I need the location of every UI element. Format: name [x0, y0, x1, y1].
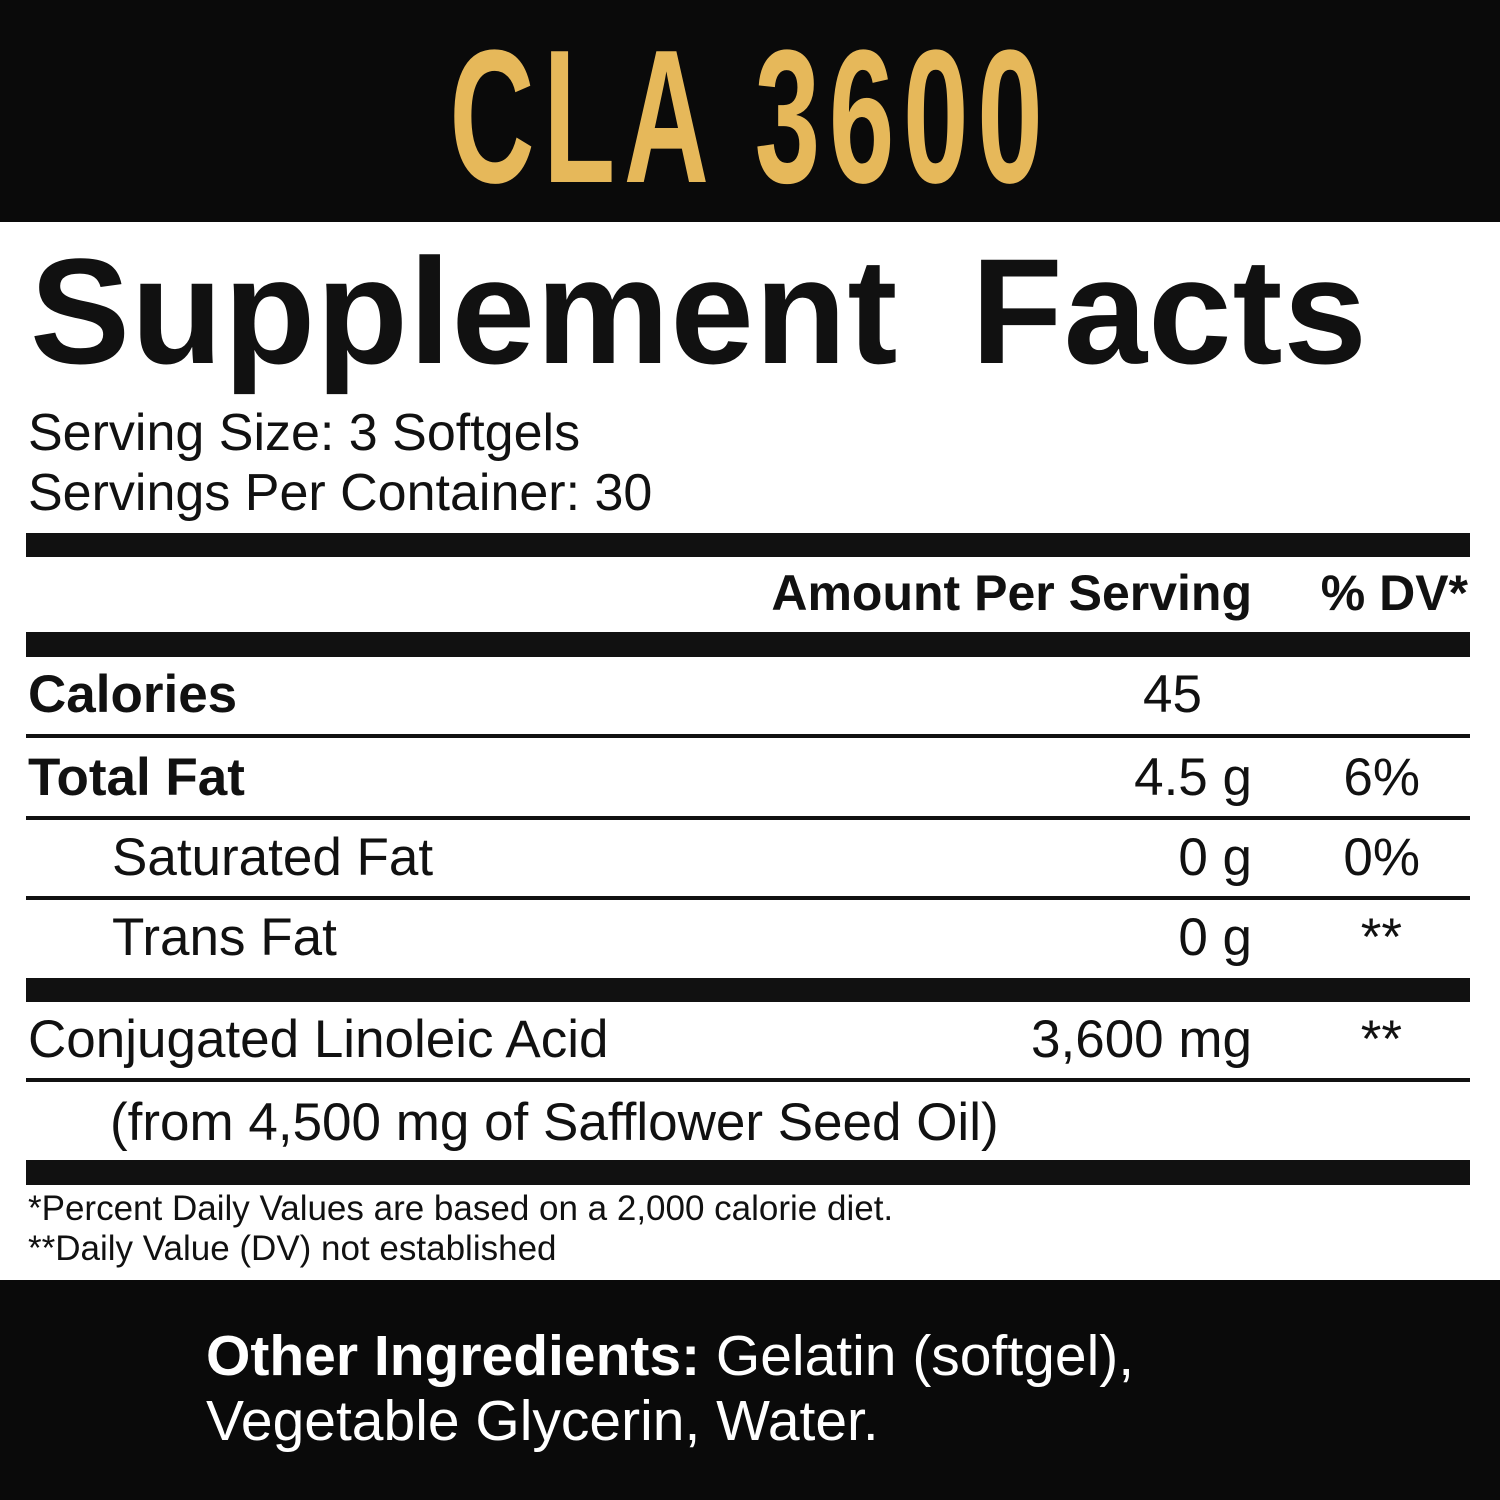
divider	[26, 816, 1470, 820]
divider-thick	[26, 632, 1470, 657]
serving-size: Serving Size: 3 Softgels	[28, 404, 581, 462]
dv-header: % DV*	[1320, 565, 1468, 621]
other-ingredients-line1: Other Ingredients: Gelatin (softgel),	[206, 1328, 1134, 1385]
row-name: Conjugated Linoleic Acid	[28, 1010, 609, 1069]
row-dv: 6%	[1343, 748, 1420, 807]
divider-thick	[26, 978, 1470, 1002]
other-ingredients-label: Other Ingredients:	[206, 1324, 701, 1388]
panel-title: Supplement Facts	[30, 227, 1368, 395]
row-note: (from 4,500 mg of Safflower Seed Oil)	[110, 1093, 999, 1152]
divider	[26, 896, 1470, 900]
row-name: Calories	[28, 665, 238, 724]
row-dv: 0%	[1343, 828, 1420, 887]
row-dv: **	[1360, 908, 1402, 967]
product-title: CLA 3600	[449, 11, 1051, 223]
divider-thick	[26, 1160, 1470, 1185]
divider	[26, 1078, 1470, 1082]
footnote: *Percent Daily Values are based on a 2,0…	[28, 1189, 894, 1228]
other-ingredients-line2: Vegetable Glycerin, Water.	[206, 1389, 879, 1453]
row-name: Trans Fat	[112, 908, 337, 967]
footnote: **Daily Value (DV) not established	[28, 1229, 557, 1268]
divider	[26, 734, 1470, 738]
other-ingredients-text: Gelatin (softgel),	[700, 1324, 1135, 1388]
row-name: Saturated Fat	[112, 828, 434, 887]
amount-header: Amount Per Serving	[771, 565, 1252, 621]
row-amount: 0 g	[1178, 828, 1252, 887]
row-dv: **	[1360, 1010, 1402, 1069]
servings-per-container: Servings Per Container: 30	[28, 464, 653, 522]
row-name: Total Fat	[28, 748, 245, 807]
divider-thick	[26, 533, 1470, 557]
row-amount: 0 g	[1178, 908, 1252, 967]
other-ingredients-panel	[0, 1280, 1500, 1500]
brand-header	[0, 0, 1500, 222]
row-amount: 4.5 g	[1134, 748, 1252, 807]
row-amount: 3,600 mg	[1031, 1010, 1252, 1069]
row-amount: 45	[1143, 665, 1202, 724]
